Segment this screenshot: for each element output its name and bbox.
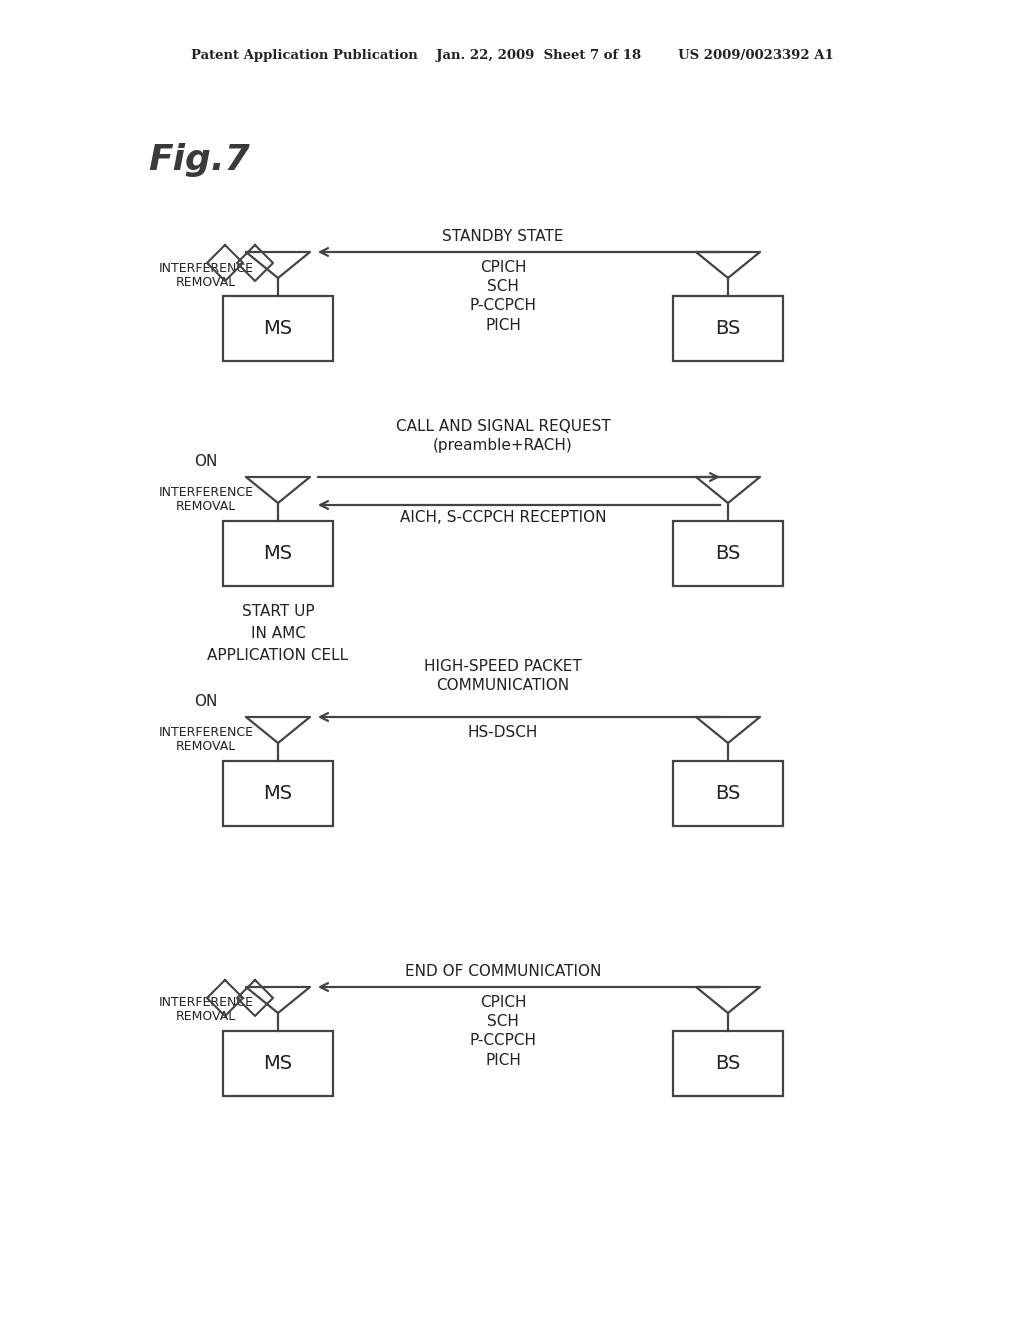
Text: CPICH
SCH
P-CCPCH
PICH: CPICH SCH P-CCPCH PICH: [469, 260, 537, 333]
Text: REMOVAL: REMOVAL: [176, 276, 237, 289]
Text: HIGH-SPEED PACKET
COMMUNICATION: HIGH-SPEED PACKET COMMUNICATION: [424, 660, 582, 693]
Text: ON: ON: [195, 454, 218, 470]
Text: INTERFERENCE: INTERFERENCE: [159, 487, 254, 499]
Text: Patent Application Publication    Jan. 22, 2009  Sheet 7 of 18        US 2009/00: Patent Application Publication Jan. 22, …: [190, 49, 834, 62]
Text: BS: BS: [716, 1053, 740, 1073]
Text: MS: MS: [263, 784, 293, 803]
FancyBboxPatch shape: [673, 521, 783, 586]
Text: START UP: START UP: [242, 605, 314, 619]
Text: INTERFERENCE: INTERFERENCE: [159, 726, 254, 739]
Text: INTERFERENCE: INTERFERENCE: [159, 997, 254, 1010]
Text: HS-DSCH: HS-DSCH: [468, 725, 539, 741]
FancyBboxPatch shape: [223, 521, 333, 586]
FancyBboxPatch shape: [223, 762, 333, 826]
Text: INTERFERENCE: INTERFERENCE: [159, 261, 254, 275]
FancyBboxPatch shape: [673, 1031, 783, 1096]
Text: ON: ON: [195, 694, 218, 710]
Text: CALL AND SIGNAL REQUEST
(preamble+RACH): CALL AND SIGNAL REQUEST (preamble+RACH): [395, 420, 610, 453]
Text: AICH, S-CCPCH RECEPTION: AICH, S-CCPCH RECEPTION: [399, 510, 606, 525]
Text: END OF COMMUNICATION: END OF COMMUNICATION: [404, 964, 601, 979]
Text: BS: BS: [716, 319, 740, 338]
Text: IN AMC: IN AMC: [251, 626, 305, 642]
Text: STANDBY STATE: STANDBY STATE: [442, 228, 564, 244]
FancyBboxPatch shape: [223, 296, 333, 360]
Text: REMOVAL: REMOVAL: [176, 1011, 237, 1023]
FancyBboxPatch shape: [223, 1031, 333, 1096]
Text: REMOVAL: REMOVAL: [176, 500, 237, 513]
Text: BS: BS: [716, 784, 740, 803]
Text: Fig.7: Fig.7: [148, 143, 250, 177]
Text: APPLICATION CELL: APPLICATION CELL: [208, 648, 348, 663]
Text: MS: MS: [263, 319, 293, 338]
Text: REMOVAL: REMOVAL: [176, 741, 237, 754]
Text: CPICH
SCH
P-CCPCH
PICH: CPICH SCH P-CCPCH PICH: [469, 995, 537, 1068]
FancyBboxPatch shape: [673, 296, 783, 360]
Text: MS: MS: [263, 544, 293, 564]
FancyBboxPatch shape: [673, 762, 783, 826]
Text: MS: MS: [263, 1053, 293, 1073]
Text: BS: BS: [716, 544, 740, 564]
